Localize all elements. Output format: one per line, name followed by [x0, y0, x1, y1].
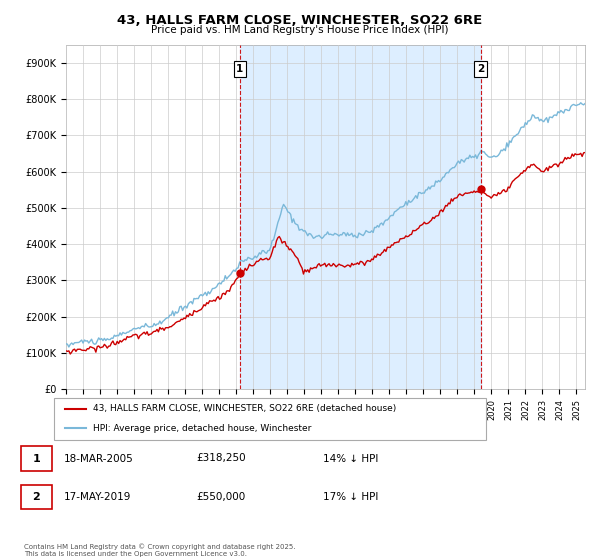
Text: 17-MAY-2019: 17-MAY-2019: [64, 492, 131, 502]
Text: 43, HALLS FARM CLOSE, WINCHESTER, SO22 6RE: 43, HALLS FARM CLOSE, WINCHESTER, SO22 6…: [118, 14, 482, 27]
Text: 14% ↓ HPI: 14% ↓ HPI: [323, 454, 379, 464]
Text: 2: 2: [477, 64, 484, 74]
Text: 1: 1: [236, 64, 244, 74]
Bar: [240, 45, 481, 389]
FancyBboxPatch shape: [20, 446, 52, 471]
Text: 1: 1: [32, 454, 40, 464]
Text: 17% ↓ HPI: 17% ↓ HPI: [323, 492, 379, 502]
Text: HPI: Average price, detached house, Winchester: HPI: Average price, detached house, Winc…: [93, 424, 311, 433]
Text: Price paid vs. HM Land Registry's House Price Index (HPI): Price paid vs. HM Land Registry's House …: [151, 25, 449, 35]
Text: 43, HALLS FARM CLOSE, WINCHESTER, SO22 6RE (detached house): 43, HALLS FARM CLOSE, WINCHESTER, SO22 6…: [93, 404, 396, 413]
Text: 18-MAR-2005: 18-MAR-2005: [64, 454, 134, 464]
Text: Contains HM Land Registry data © Crown copyright and database right 2025.
This d: Contains HM Land Registry data © Crown c…: [24, 544, 296, 557]
Text: £550,000: £550,000: [196, 492, 245, 502]
Text: £318,250: £318,250: [196, 454, 246, 464]
FancyBboxPatch shape: [54, 398, 486, 440]
FancyBboxPatch shape: [20, 485, 52, 509]
Text: 2: 2: [32, 492, 40, 502]
